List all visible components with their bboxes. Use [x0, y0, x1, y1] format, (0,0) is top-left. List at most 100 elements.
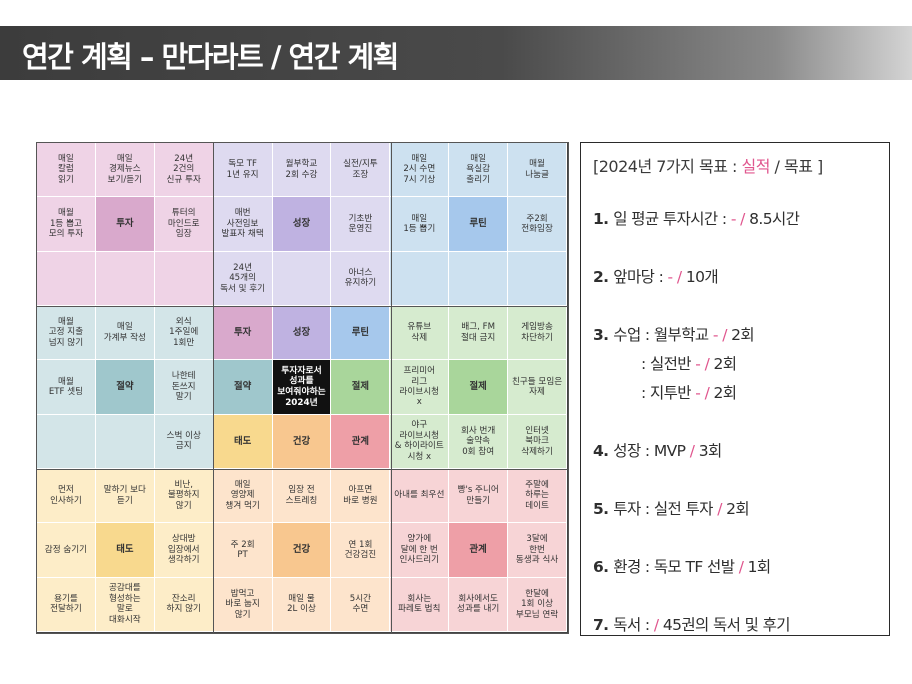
goal-label: 일 평균 투자시간 : — [613, 210, 731, 228]
goal-item: 7. 독서 : / 45권의 독서 및 후기 — [593, 613, 791, 635]
mandalart-cell: 매월 고정 지출 넘지 않기 — [37, 305, 96, 361]
goal-item: 4. 성장 : MVP / 3회 — [593, 439, 722, 461]
mandalart-cell: 상대방 입장에서 생각하기 — [154, 523, 214, 578]
goal-slash: / — [722, 326, 732, 344]
goal-target: 2회 — [731, 326, 755, 344]
goal-label: 성장 : MVP — [613, 442, 690, 460]
mandalart-cell: 주2회 전화임장 — [508, 197, 567, 252]
goal-slash: / — [740, 210, 750, 228]
mandalart-grid: 매일 칼럼 읽기 매일 경제뉴스 보기/듣기 24년 2건의 신규 투자 독모 TF … — [36, 142, 568, 633]
mandalart-cell: 스벅 이상 금지 — [154, 414, 214, 469]
mandalart-cell: 실전/지투 조장 — [331, 143, 391, 198]
goals-header-target: 목표 — [784, 157, 813, 176]
mandalart-cell: 연 1회 건강검진 — [331, 523, 391, 578]
mandalart-theme-cell: 절제 — [331, 360, 391, 415]
mandalart-cell: 매번 사전임보 발표자 채택 — [213, 197, 273, 252]
goals-header: [2024년 7가지 목표 : 실적 / 목표 ] — [593, 153, 823, 177]
mandalart-cell: 감정 숨기기 — [37, 523, 96, 578]
mandalart-center-goal: 투자자로서 성과를 보여줘야하는 2024년 — [272, 360, 332, 415]
mandalart-cell: 용기를 전달하기 — [37, 577, 96, 632]
goal-target: 2회 — [713, 355, 738, 373]
mandalart-cell: 매일 2시 수면 7시 기상 — [390, 143, 450, 198]
goal-number: 6. — [593, 558, 614, 576]
mandalart-cell: 매일 욕실감 출리기 — [449, 143, 509, 198]
mandalart-cell: 야구 라이브시청 & 하이라이트 시청 x — [390, 414, 450, 469]
mandalart-cell — [449, 251, 509, 306]
goal-item: 3. 수업 : 월부학교 - / 2회 — [593, 323, 755, 345]
goal-slash: / — [717, 500, 727, 518]
title-bar: 연간 계획 – 만다라트 / 연간 계획 — [0, 26, 912, 80]
goal-item: 5. 투자 : 실전 투자 / 2회 — [593, 497, 750, 519]
mandalart-cell: 비난, 불평하지 않기 — [154, 468, 214, 524]
mandalart-cell: 나한테 돈쓰지 말기 — [154, 360, 214, 415]
mandalart-cell: 독모 TF 1년 유지 — [213, 143, 273, 198]
mandalart-cell: 매일 칼럼 읽기 — [37, 143, 96, 198]
goal-target: 8.5시간 — [749, 210, 800, 228]
mandalart-cell: 게임방송 차단하기 — [508, 305, 567, 361]
mandalart-cell: 기초반 운영진 — [331, 197, 391, 252]
goals-header-open: [2024년 7가지 목표 : — [593, 157, 742, 176]
mandalart-cell: 24년 45개의 독서 및 후기 — [213, 251, 273, 306]
goals-panel: [2024년 7가지 목표 : 실적 / 목표 ] 1. 일 평균 투자시간 :… — [580, 142, 890, 636]
mandalart-cell: 말하기 보다 듣기 — [95, 468, 155, 524]
mandalart-cell: 매일 물 2L 이상 — [272, 577, 332, 632]
goal-target: 2회 — [713, 384, 738, 402]
goal-slash: / — [653, 616, 663, 634]
mandalart-cell: 친구들 모임은 자제 — [508, 360, 567, 415]
goal-number: 1. — [593, 210, 614, 228]
mandalart-cell: 아너스 유지하기 — [331, 251, 391, 306]
goal-actual: - — [695, 384, 705, 402]
mandalart-block-core: 절약 — [95, 360, 155, 415]
mandalart-cell: 공감대를 형성하는 말로 대화시작 — [95, 577, 155, 632]
mandalart-cell: 회사는 파레토 법칙 — [390, 577, 450, 632]
mandalart-cell — [154, 251, 214, 306]
mandalart-block-core: 관계 — [449, 523, 509, 578]
mandalart-cell: 프리미어 리그 라이브시청 x — [390, 360, 450, 415]
mandalart-cell: 유튜브 삭제 — [390, 305, 450, 361]
mandalart-cell: 인터넷 북마크 삭제하기 — [508, 414, 567, 469]
mandalart-cell: 24년 2건의 신규 투자 — [154, 143, 214, 198]
goal-label: : 지투반 — [641, 384, 696, 402]
mandalart-block-core: 성장 — [272, 197, 332, 252]
goal-number: 7. — [593, 616, 614, 634]
mandalart-cell: 한달에 1회 이상 부모님 연락 — [508, 577, 567, 632]
mandalart-theme-cell: 투자 — [213, 305, 273, 361]
goal-number: 3. — [593, 326, 614, 344]
mandalart-theme-cell: 절약 — [213, 360, 273, 415]
goal-label: 투자 : 실전 투자 — [613, 500, 718, 518]
goal-item: : 실전반 - / 2회 — [641, 352, 738, 374]
mandalart-cell: 매일 1등 뽑기 — [390, 197, 450, 252]
goal-number: 2. — [593, 268, 614, 286]
goal-target: 1회 — [747, 558, 772, 576]
goal-number: 5. — [593, 500, 614, 518]
mandalart-theme-cell: 루틴 — [331, 305, 391, 361]
mandalart-block-core: 태도 — [95, 523, 155, 578]
mandalart-block-core: 절제 — [449, 360, 509, 415]
goal-item: 1. 일 평균 투자시간 : - / 8.5시간 — [593, 207, 800, 229]
mandalart-cell — [37, 251, 96, 306]
goal-item: : 지투반 - / 2회 — [641, 381, 738, 403]
goal-actual: - — [695, 355, 705, 373]
mandalart-cell: 매월 ETF 셋팅 — [37, 360, 96, 415]
mandalart-theme-cell: 태도 — [213, 414, 273, 469]
goal-target: 45권의 독서 및 후기 — [662, 616, 791, 634]
goals-header-slash: / — [769, 157, 784, 176]
goal-slash: / — [704, 355, 714, 373]
mandalart-cell: 매일 가계부 작성 — [95, 305, 155, 361]
goal-label: 환경 : 독모 TF 선발 — [613, 558, 739, 576]
mandalart-cell: 매월 나눔글 — [508, 143, 567, 198]
goal-slash: / — [738, 558, 748, 576]
goal-slash: / — [689, 442, 699, 460]
mandalart-cell: 아내를 최우선 — [390, 468, 450, 524]
mandalart-cell: 회사 번개 술약속 0회 참여 — [449, 414, 509, 469]
mandalart-cell: 양가에 달에 한 번 인사드리기 — [390, 523, 450, 578]
mandalart-cell — [508, 251, 567, 306]
goal-actual: - — [667, 268, 677, 286]
goal-slash: / — [676, 268, 686, 286]
goal-actual: - — [712, 326, 723, 344]
mandalart-cell: 회사에서도 성과를 내기 — [449, 577, 509, 632]
mandalart-cell: 3달에 한번 동생과 식사 — [508, 523, 567, 578]
mandalart-theme-cell: 건강 — [272, 414, 332, 469]
mandalart-cell — [95, 414, 155, 469]
goal-item: 6. 환경 : 독모 TF 선발 / 1회 — [593, 555, 771, 577]
